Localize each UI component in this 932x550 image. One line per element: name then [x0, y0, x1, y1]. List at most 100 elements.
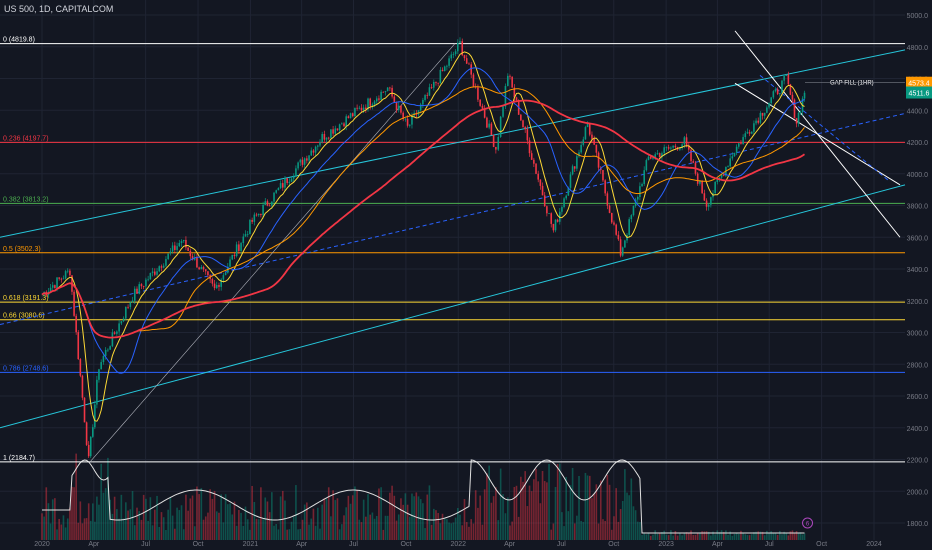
candle-body: [492, 135, 495, 147]
candle-body: [543, 195, 546, 207]
volume-bar: [573, 523, 576, 540]
volume-bar: [679, 533, 681, 540]
volume-bar: [129, 509, 132, 540]
volume-bar: [685, 532, 688, 540]
candle-body: [439, 69, 442, 84]
volume-bar: [41, 513, 43, 540]
candle-body: [185, 239, 187, 248]
volume-bar: [279, 496, 282, 540]
candle-body: [569, 174, 572, 188]
y-tick-label: 3400.0: [907, 267, 929, 274]
gap-fill-annotation: GAP FILL (1HR): [830, 81, 874, 87]
volume-bar: [58, 518, 60, 540]
volume-bar: [692, 534, 695, 540]
volume-bar: [402, 504, 404, 540]
volume-bar: [524, 471, 526, 540]
candle-body: [731, 156, 734, 159]
volume-bar: [630, 478, 633, 540]
candle-body: [634, 199, 637, 206]
candle-body: [118, 323, 120, 332]
volume-bar: [406, 504, 409, 540]
candle-body: [253, 214, 256, 222]
candle-body: [354, 107, 356, 117]
volume-bar: [705, 531, 708, 540]
volume-bar: [386, 515, 389, 540]
volume-bar: [91, 503, 94, 540]
candle-body: [120, 321, 123, 324]
volume-bar: [588, 475, 591, 540]
candle-body: [656, 153, 659, 155]
candle-body: [358, 107, 361, 109]
candle-body: [222, 275, 225, 280]
x-tick-label: Oct: [816, 541, 827, 548]
volume-bar: [66, 518, 69, 540]
candle-body: [246, 233, 249, 235]
candle-body: [198, 267, 200, 270]
volume-bar: [779, 530, 781, 540]
candle-body: [472, 74, 475, 87]
y-tick-label: 5000.0: [907, 13, 929, 20]
volume-bar: [543, 481, 546, 540]
candle-body: [528, 140, 531, 154]
volume-bar: [174, 528, 176, 540]
volume-bar: [766, 530, 768, 540]
candle-body: [375, 98, 378, 102]
volume-bar: [748, 535, 751, 540]
x-axis: 2020 Apr Jul Oct 2021 Apr Jul Oct 2022 Apr Jul Oct 2…: [34, 541, 882, 548]
volume-bar: [742, 532, 744, 540]
candle-body: [240, 243, 242, 251]
candle-body: [606, 193, 609, 206]
volume-bar: [343, 515, 345, 540]
volume-bar: [81, 523, 84, 540]
candle-body: [441, 69, 444, 72]
volume-bar: [426, 494, 429, 540]
candle-body: [692, 161, 695, 163]
candle-body: [683, 137, 686, 145]
candle-body: [338, 124, 341, 131]
volume-bar: [411, 493, 413, 540]
candle-body: [319, 142, 321, 146]
volume-bar: [554, 487, 557, 540]
candle-body: [593, 138, 595, 145]
price-tag-box: [906, 76, 932, 89]
candle-body: [60, 278, 63, 280]
volume-bar: [295, 485, 297, 540]
candle-body: [470, 64, 473, 75]
candle-body: [129, 302, 132, 307]
price-tag-box: [906, 86, 932, 99]
volume-bar: [286, 529, 288, 540]
candle-body: [774, 89, 777, 92]
candle-body: [624, 240, 626, 248]
candle-body: [408, 124, 411, 126]
candle-body: [674, 145, 677, 148]
volume-bar: [424, 528, 426, 540]
moving-average-medium: [41, 67, 805, 374]
candle-body: [362, 107, 365, 111]
candle-body: [87, 444, 90, 457]
volume-bar: [292, 516, 295, 540]
volume-bar: [776, 534, 779, 540]
candle-body: [463, 55, 466, 59]
volume-bar: [486, 473, 488, 540]
candle-body: [602, 170, 604, 181]
volume-bar: [77, 522, 80, 540]
candle-body: [341, 123, 343, 125]
volume-bar: [251, 485, 253, 540]
volume-badge-label: 6: [806, 522, 810, 528]
x-tick-label: Jul: [349, 541, 358, 548]
candle-body: [218, 285, 220, 287]
volume-bar: [443, 518, 446, 540]
y-tick-label: 2000.0: [907, 489, 929, 496]
volume-bar: [336, 498, 339, 540]
candle-body: [556, 219, 559, 222]
volume-bar: [722, 531, 725, 540]
volume-bar: [356, 489, 358, 540]
candle-body: [51, 285, 54, 288]
volume-bar: [661, 532, 663, 540]
price-tag: 4573.4: [906, 76, 932, 89]
volume-bar: [371, 512, 374, 540]
volume-bar: [71, 486, 73, 540]
candle-body: [524, 127, 526, 130]
volume-bar: [288, 529, 291, 540]
